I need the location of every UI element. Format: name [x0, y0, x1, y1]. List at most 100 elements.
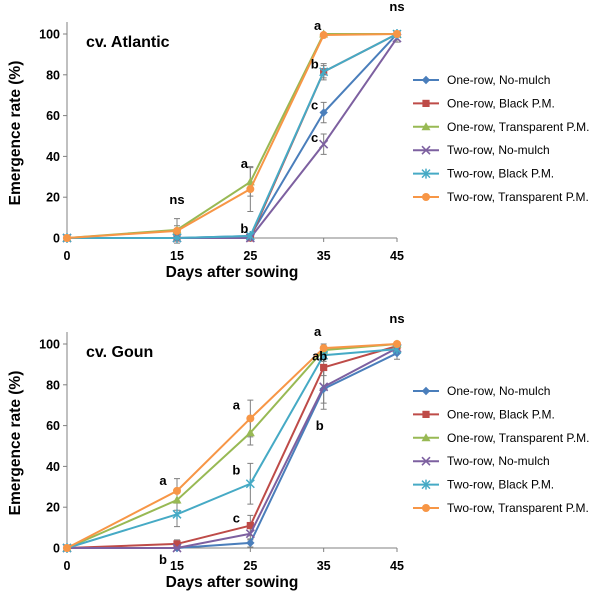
x-axis-label: Days after sowing [166, 264, 299, 281]
legend-label: Two-row, No-mulch [447, 454, 550, 468]
x-tick-label: 45 [390, 559, 404, 573]
significance-label: ns [389, 0, 404, 14]
significance-label: c [311, 98, 318, 113]
series-line [66, 33, 398, 239]
data-point [173, 540, 181, 548]
series-6 [63, 340, 401, 552]
legend-marker [421, 75, 431, 85]
legend-item: One-row, Transparent P.M. [413, 120, 590, 134]
data-point [319, 139, 329, 149]
significance-label: b [232, 463, 240, 478]
data-point [319, 66, 329, 77]
legend-label: Two-row, Transparent P.M. [447, 501, 589, 515]
series-1 [62, 29, 402, 243]
y-tick-label: 100 [39, 28, 60, 42]
x-tick-label: 15 [170, 559, 184, 573]
data-point [246, 521, 254, 530]
legend-label: Two-row, Black P.M. [447, 167, 554, 181]
legend: One-row, No-mulch One-row, Black P.M. One-… [413, 73, 590, 204]
legend-marker [422, 99, 430, 107]
data-point [319, 108, 328, 117]
legend: One-row, No-mulch One-row, Black P.M. One-… [413, 384, 590, 515]
legend-marker [421, 386, 431, 396]
chart-panel-1: 0 20 40 60 80 100 0 15 25 35 45 Days after sowing Em… [7, 0, 590, 281]
x-tick-label: 35 [317, 249, 331, 263]
data-point [172, 495, 182, 504]
legend-item: Two-row, No-mulch [413, 143, 550, 157]
data-point [319, 31, 328, 40]
significance-label: ns [169, 192, 184, 207]
legend-marker [421, 168, 431, 179]
legend-marker [421, 122, 431, 131]
legend-marker [422, 504, 430, 512]
series-line [67, 33, 398, 239]
series-4 [62, 33, 402, 243]
y-tick-label: 40 [46, 150, 60, 164]
data-point [393, 30, 401, 38]
legend-label: Two-row, Black P.M. [447, 478, 554, 492]
legend-label: Two-row, Transparent P.M. [447, 190, 589, 204]
series-line [67, 37, 398, 239]
data-point [245, 428, 255, 437]
panel-title: cv. Goun [86, 344, 153, 361]
data-point [172, 543, 182, 553]
x-tick-label: 35 [317, 559, 331, 573]
x-tick-label: 15 [170, 249, 184, 263]
y-tick-label: 0 [53, 542, 60, 556]
data-point [393, 340, 401, 348]
significance-label: b [311, 57, 319, 72]
x-tick-label: 25 [243, 249, 257, 263]
data-point [319, 382, 329, 392]
legend-item: One-row, Black P.M. [413, 407, 555, 421]
legend-item: Two-row, Black P.M. [413, 167, 554, 181]
significance-label: a [314, 324, 322, 339]
data-point [173, 226, 181, 235]
significance-label: b [159, 552, 167, 567]
legend-label: One-row, No-mulch [447, 384, 550, 398]
y-tick-label: 0 [53, 232, 60, 246]
x-axis-label: Days after sowing [166, 574, 299, 591]
data-point [245, 529, 255, 539]
series-5 [62, 29, 402, 243]
significance-label: ab [312, 348, 327, 363]
y-axis-label: Emergence rate (%) [7, 61, 24, 206]
significance-label: a [314, 18, 322, 33]
legend-marker [421, 145, 431, 155]
data-point [172, 509, 182, 520]
legend-item: Two-row, No-mulch [413, 454, 550, 468]
data-point [63, 544, 71, 552]
data-point [319, 344, 328, 353]
legend-marker [421, 479, 431, 490]
data-point [245, 478, 255, 489]
data-point [63, 234, 71, 242]
panel-title: cv. Atlantic [86, 34, 170, 51]
legend-label: One-row, Transparent P.M. [447, 120, 590, 134]
legend-item: One-row, No-mulch [413, 384, 550, 398]
series-6 [63, 30, 401, 242]
significance-label: a [233, 397, 241, 412]
y-tick-label: 100 [39, 338, 60, 352]
data-point [173, 486, 181, 495]
y-axis-label: Emergence rate (%) [7, 371, 24, 516]
legend-item: One-row, No-mulch [413, 73, 550, 87]
y-tick-label: 60 [46, 419, 60, 433]
data-point [246, 538, 255, 548]
data-point [246, 185, 255, 194]
series-line [67, 33, 398, 239]
legend-label: One-row, No-mulch [447, 73, 550, 87]
series-2 [63, 30, 401, 242]
legend-item: Two-row, Transparent P.M. [413, 190, 589, 204]
legend-item: Two-row, Transparent P.M. [413, 501, 589, 515]
significance-label: ns [389, 311, 404, 326]
data-point [245, 230, 255, 241]
series-line [66, 33, 397, 239]
x-tick-label: 0 [64, 559, 71, 573]
legend-label: One-row, Black P.M. [447, 407, 555, 421]
series-line [67, 33, 398, 239]
legend-marker [421, 433, 431, 442]
significance-label: b [316, 418, 324, 433]
significance-label: a [241, 156, 249, 171]
legend-marker [421, 456, 431, 466]
legend-item: One-row, Black P.M. [413, 96, 555, 110]
